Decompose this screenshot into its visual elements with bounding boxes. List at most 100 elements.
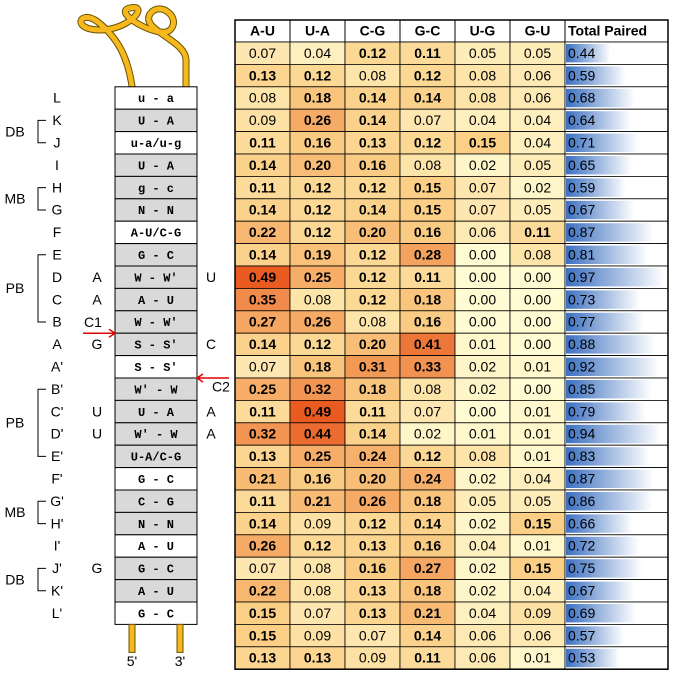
cell-value: 0.12 — [414, 135, 441, 151]
cell-value: 0.16 — [304, 135, 331, 151]
row-label: A — [52, 336, 62, 352]
cell-value: 0.11 — [249, 179, 276, 195]
stem-pair: g - c — [138, 182, 174, 196]
row-label: H' — [51, 515, 64, 531]
cell-value: 0.49 — [249, 269, 276, 285]
cell-value: 0.06 — [524, 627, 551, 643]
total-bar — [566, 626, 624, 645]
cell-value: 0.16 — [304, 471, 331, 487]
group-bracket — [37, 119, 46, 144]
cell-value: 0.08 — [414, 157, 441, 173]
total-value: 0.66 — [568, 515, 595, 531]
cell-value: 0.00 — [524, 381, 551, 397]
cell-value: 0.02 — [469, 157, 496, 173]
table-border — [234, 19, 669, 670]
total-value: 0.59 — [568, 67, 595, 83]
cut-label: C2 — [212, 379, 230, 395]
total-bar — [566, 200, 634, 220]
cell-value: 0.11 — [414, 650, 441, 666]
cell-value: 0.01 — [524, 448, 551, 464]
total-bar — [566, 133, 638, 152]
total-bar — [566, 402, 646, 421]
cell-value: 0.14 — [249, 157, 276, 173]
cell-value: 0.04 — [524, 135, 551, 151]
cell-value: 0.21 — [249, 471, 276, 487]
stem-pair: U - A — [138, 159, 175, 173]
cell-value: 0.20 — [359, 336, 386, 352]
cell-value: 0.05 — [469, 45, 496, 61]
cell-value: 0.14 — [414, 90, 441, 106]
total-value: 0.53 — [568, 650, 595, 666]
cell-value: 0.04 — [469, 538, 496, 554]
cell-value: 0.08 — [359, 314, 386, 330]
cell-value: 0.13 — [304, 650, 331, 666]
cell-value: 0.20 — [304, 157, 331, 173]
stem-pair-box — [114, 601, 198, 625]
cell-value: 0.13 — [359, 583, 386, 599]
cell-value: 0.13 — [249, 67, 276, 83]
cell-value: 0.15 — [524, 515, 551, 531]
stem-pair: W - W' — [134, 316, 177, 330]
cell-value: 0.06 — [524, 67, 551, 83]
side-nucleotide: A — [92, 269, 102, 285]
cell-value: 0.08 — [414, 381, 441, 397]
group-label: PB — [6, 280, 25, 296]
column-header: U-G — [470, 23, 496, 39]
group-label: PB — [6, 415, 25, 431]
total-value: 0.75 — [568, 560, 595, 576]
cell-value: 0.01 — [524, 426, 551, 442]
cell-value: 0.00 — [469, 269, 496, 285]
stem-pair: S - S' — [134, 339, 177, 353]
cell-value: 0.05 — [469, 493, 496, 509]
cell-value: 0.08 — [469, 90, 496, 106]
row-label: G' — [50, 493, 64, 509]
group-bracket — [37, 567, 46, 592]
total-value: 0.68 — [568, 90, 595, 106]
cell-value: 0.07 — [304, 605, 331, 621]
cell-value: 0.18 — [359, 381, 386, 397]
cell-value: 0.00 — [469, 291, 496, 307]
cell-value: 0.12 — [359, 269, 386, 285]
row-label: L' — [52, 605, 62, 621]
cell-value: 0.06 — [469, 224, 496, 240]
stem-pair: G - C — [138, 607, 174, 621]
cell-value: 0.18 — [304, 359, 331, 375]
cell-value: 0.12 — [359, 247, 386, 263]
row-label: D — [52, 269, 62, 285]
cell-value: 0.08 — [469, 448, 496, 464]
cell-value: 0.15 — [469, 135, 496, 151]
stem-pair: N - N — [138, 204, 174, 218]
row-label: E' — [51, 448, 63, 464]
cell-value: 0.04 — [304, 45, 331, 61]
total-value: 0.71 — [568, 135, 595, 151]
cell-value: 0.08 — [304, 291, 331, 307]
group-bracket — [37, 388, 46, 457]
total-value: 0.92 — [568, 359, 595, 375]
row-label: K — [52, 112, 62, 128]
cell-value: 0.15 — [249, 627, 276, 643]
column-header: G-C — [415, 23, 441, 39]
cell-value: 0.14 — [249, 202, 276, 218]
cell-value: 0.12 — [359, 45, 386, 61]
column-header: G-U — [525, 23, 551, 39]
cell-value: 0.14 — [359, 112, 386, 128]
cell-value: 0.14 — [249, 247, 276, 263]
cell-value: 0.12 — [304, 336, 331, 352]
total-bar — [566, 424, 661, 444]
side-nucleotide: A — [206, 403, 216, 419]
total-bar — [566, 447, 650, 466]
cell-value: 0.11 — [359, 403, 386, 419]
cell-value: 0.00 — [524, 314, 551, 330]
cell-value: 0.19 — [304, 247, 331, 263]
cell-value: 0.11 — [414, 45, 441, 61]
stem-pair: A-U/C-G — [131, 227, 181, 241]
cell-value: 0.21 — [304, 493, 331, 509]
stem-pair: u-a/u-g — [131, 137, 181, 151]
side-nucleotide: A — [206, 426, 216, 442]
cut-label: C1 — [84, 314, 102, 330]
cell-value: 0.18 — [304, 90, 331, 106]
cell-value: 0.26 — [359, 493, 386, 509]
cell-value: 0.14 — [414, 515, 441, 531]
cell-value: 0.07 — [469, 179, 496, 195]
cell-value: 0.07 — [249, 45, 276, 61]
